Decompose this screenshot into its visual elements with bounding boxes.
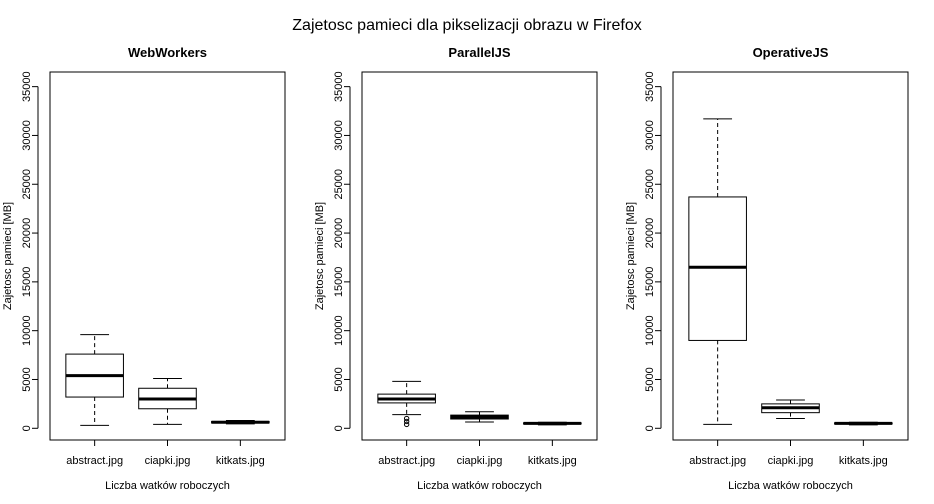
y-tick-label: 25000 [333,169,345,200]
box-abstract-jpg [65,334,124,426]
x-tick-label: ciapki.jpg [768,455,814,467]
y-tick-label: 0 [21,425,33,431]
box-abstract-jpg [688,118,747,425]
y-tick-label: 0 [333,425,345,431]
y-tick-label: 20000 [644,218,656,249]
box-kitkats-jpg [211,419,270,425]
x-tick-label: ciapki.jpg [145,455,191,467]
y-tick-label: 35000 [21,71,33,102]
y-tick-label: 30000 [333,120,345,151]
panel-title: OperativeJS [753,45,829,60]
y-tick-label: 25000 [21,169,33,200]
box-kitkats-jpg [834,421,893,426]
outlier-point [403,418,410,425]
y-tick-label: 20000 [333,218,345,249]
figure-title: Zajetosc pamieci dla pikselizacji obrazu… [292,17,641,34]
box-kitkats-jpg [523,421,582,426]
y-tick-label: 10000 [21,315,33,346]
x-axis-label: Liczba watków roboczych [728,480,853,492]
y-axis-label: Zajetosc pamieci [MB] [2,202,14,310]
box-ciapki-jpg [761,399,820,420]
y-tick-label: 35000 [644,71,656,102]
y-tick-label: 30000 [644,120,656,151]
x-tick-label: abstract.jpg [66,455,123,467]
box-abstract-jpg [377,380,436,428]
x-axis-label: Liczba watków roboczych [105,480,230,492]
panel-paralleljs: ParallelJS 0 5000 10000 15000 20000 25000 30000… [314,45,598,492]
x-tick-label: ciapki.jpg [457,455,503,467]
y-tick-label: 15000 [333,267,345,298]
y-tick-label: 35000 [333,71,345,102]
panel-webworkers: WebWorkers 0 5000 10000 15000 20000 25000 30000… [2,45,286,492]
y-tick-label: 10000 [333,315,345,346]
outlier-point [403,421,410,428]
y-tick-label: 5000 [644,367,656,391]
y-tick-label: 25000 [644,169,656,200]
y-tick-label: 0 [644,425,656,431]
y-tick-label: 20000 [21,218,33,249]
y-tick-label: 10000 [644,315,656,346]
panel-operativejs: OperativeJS 0 5000 10000 15000 20000 25000 3000… [625,45,909,492]
x-tick-label: kitkats.jpg [528,455,577,467]
x-tick-label: abstract.jpg [378,455,435,467]
panel-title: WebWorkers [128,45,207,60]
panel-title: ParallelJS [448,45,510,60]
plot-frame [361,71,598,441]
x-tick-label: kitkats.jpg [839,455,888,467]
x-axis-label: Liczba watków roboczych [417,480,542,492]
x-tick-label: abstract.jpg [689,455,746,467]
y-axis-label: Zajetosc pamieci [MB] [625,202,637,310]
x-tick-label: kitkats.jpg [216,455,265,467]
box-ciapki-jpg [450,411,509,423]
y-tick-label: 15000 [644,267,656,298]
y-axis-label: Zajetosc pamieci [MB] [314,202,326,310]
y-tick-label: 15000 [21,267,33,298]
y-tick-label: 5000 [333,367,345,391]
outlier-point [403,415,410,422]
y-tick-label: 30000 [21,120,33,151]
box-ciapki-jpg [138,378,197,425]
y-tick-label: 5000 [21,367,33,391]
